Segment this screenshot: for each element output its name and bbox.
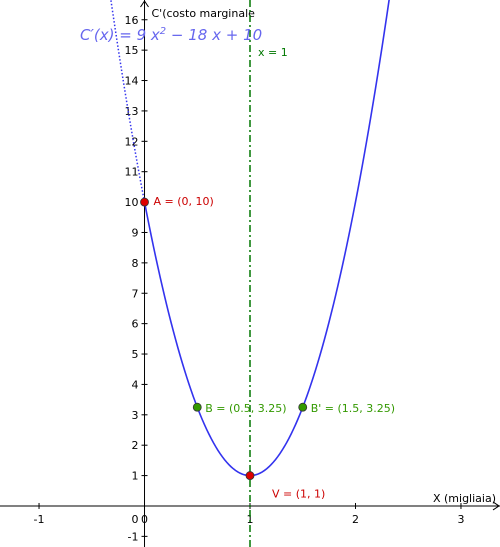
x-tick-label: 1 xyxy=(247,513,254,526)
y-axis-title: C'(costo marginale xyxy=(152,7,256,20)
y-tick-label: 10 xyxy=(125,196,139,209)
x-tick-label: 2 xyxy=(352,513,359,526)
x-tick-label: 0 xyxy=(141,513,148,526)
function-curve xyxy=(143,0,390,477)
y-tick-label: 11 xyxy=(125,166,139,179)
y-tick-label: 8 xyxy=(132,257,139,270)
y-tick-label: 3 xyxy=(132,409,139,422)
y-tick-label: 5 xyxy=(132,348,139,361)
point-B xyxy=(192,402,202,412)
x-tick-label: 3 xyxy=(457,513,464,526)
point-A xyxy=(140,197,149,207)
y-tick-label: 14 xyxy=(125,75,139,88)
vertical-line-label: x = 1 xyxy=(258,46,288,59)
y-tick-label: 9 xyxy=(132,226,139,239)
y-axis-arrow xyxy=(140,0,149,8)
x-tick-label: -1 xyxy=(34,513,45,526)
point-label: A = (0, 10) xyxy=(154,195,214,208)
y-tick-label: 6 xyxy=(132,318,139,331)
point-Bprime xyxy=(298,402,308,412)
y-tick-label: 2 xyxy=(132,439,139,452)
origin-label: 0 xyxy=(132,513,139,526)
y-tick-label: 16 xyxy=(125,14,139,27)
point-label: B' = (1.5, 3.25) xyxy=(311,402,395,415)
y-tick-label: 4 xyxy=(132,378,139,391)
y-tick-label: 12 xyxy=(125,135,139,148)
x-axis-arrow xyxy=(492,501,500,511)
function-curve-dotted xyxy=(110,0,146,203)
point-label: B = (0.5, 3.25) xyxy=(205,402,286,415)
y-tick-label: 13 xyxy=(125,105,139,118)
point-label: V = (1, 1) xyxy=(272,488,325,501)
y-tick-label: 1 xyxy=(132,470,139,483)
function-formula: C′(x) = 9 x2 − 18 x + 10 xyxy=(80,26,262,44)
y-tick-label: 15 xyxy=(125,44,139,57)
y-tick-label: 7 xyxy=(132,287,139,300)
y-tick-label: -1 xyxy=(128,530,139,543)
point-V xyxy=(245,471,255,480)
x-axis-title: X (migliaia) xyxy=(433,492,496,505)
